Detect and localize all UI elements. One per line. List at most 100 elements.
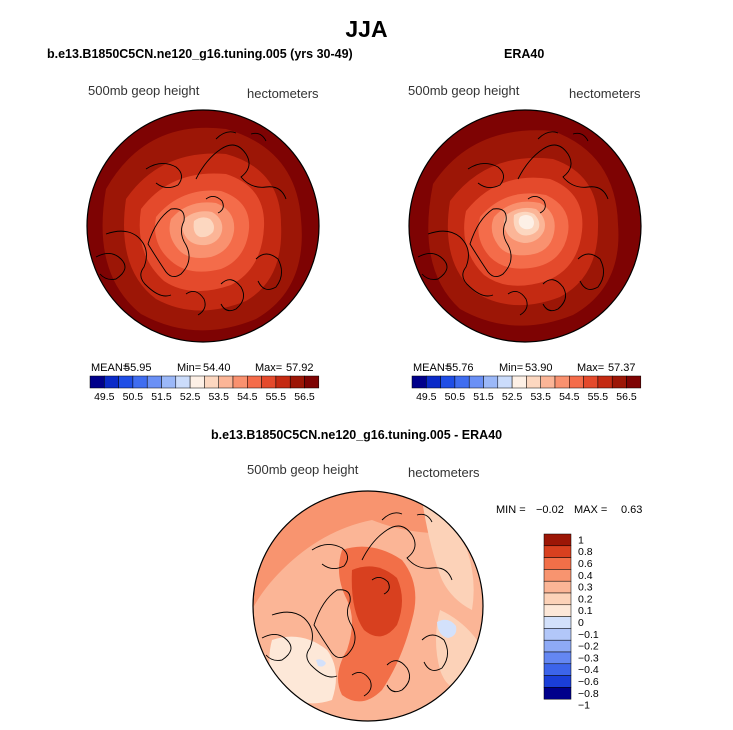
diff-colorbar-swatch-1 bbox=[543, 545, 572, 558]
colorbar-swatch-era40-1 bbox=[426, 375, 441, 389]
panel-era40-min-label: Min= bbox=[499, 362, 524, 374]
colorbar-swatch-era40-0 bbox=[411, 375, 427, 389]
colorbar-swatch-model-12 bbox=[261, 375, 277, 389]
main-title: JJA bbox=[345, 16, 388, 42]
colorbar-swatch-era40-12 bbox=[583, 375, 599, 389]
diff-panel-units-label: hectometers bbox=[408, 465, 480, 480]
colorbar-tick-label: 51.5 bbox=[151, 391, 172, 403]
coastlines bbox=[417, 131, 609, 316]
diff-colorbar-tick-label: 0.6 bbox=[578, 558, 593, 570]
colorbar-swatch-model-1 bbox=[104, 375, 119, 389]
panel-model-min-label: Min= bbox=[177, 362, 202, 374]
colorbar-swatch-era40-14 bbox=[611, 375, 627, 389]
diff-colorbar-swatch-9 bbox=[543, 639, 572, 653]
diff-colorbar-tick-label: 1 bbox=[578, 534, 584, 546]
panel-era40-mean-label: MEAN= bbox=[413, 362, 452, 374]
panel-era40-colorbar: 49.5 50.5 51.5 52.5 53.5 54.5 55.5 56.5 bbox=[411, 375, 642, 403]
colorbar-swatch-era40-15 bbox=[626, 375, 642, 389]
colorbar-tick-label: 49.5 bbox=[94, 391, 115, 403]
panel-model-mean-label: MEAN= bbox=[91, 362, 130, 374]
panel-era40-mean-value: 55.76 bbox=[446, 362, 474, 374]
colorbar-tick-label: 53.5 bbox=[530, 391, 551, 403]
colorbar-tick-label: 50.5 bbox=[123, 391, 144, 403]
colorbar-tick-label: 56.5 bbox=[616, 391, 637, 403]
colorbar-swatch-model-3 bbox=[132, 375, 148, 389]
colorbar-swatch-era40-11 bbox=[569, 375, 584, 389]
diff-colorbar-tick-label: 0.2 bbox=[578, 593, 593, 605]
colorbar-swatch-model-8 bbox=[204, 375, 219, 389]
colorbar-tick-label: 55.5 bbox=[588, 391, 609, 403]
panel-model-map bbox=[86, 109, 320, 343]
diff-colorbar-swatch-3 bbox=[543, 569, 572, 582]
colorbar-tick-label: 52.5 bbox=[180, 391, 201, 403]
diff-min-value: −0.02 bbox=[536, 504, 564, 516]
diff-colorbar-tick-label: −0.1 bbox=[578, 629, 599, 641]
panel-model-units-label: hectometers bbox=[247, 86, 319, 101]
colorbar-swatch-model-14 bbox=[289, 375, 305, 389]
diff-colorbar: 10.80.60.40.30.20.10−0.1−0.2−0.3−0.4−0.6… bbox=[543, 533, 599, 712]
colorbar-swatch-model-9 bbox=[218, 375, 234, 389]
colorbar-swatch-era40-2 bbox=[440, 375, 456, 389]
contour-band-neg-0-1-small bbox=[316, 659, 326, 667]
colorbar-tick-label: 51.5 bbox=[473, 391, 494, 403]
diff-colorbar-swatch-10 bbox=[543, 651, 572, 665]
colorbar-swatch-model-13 bbox=[275, 375, 291, 389]
contour-band-neg-0-1 bbox=[437, 619, 457, 638]
diff-panel-field-label: 500mb geop height bbox=[247, 462, 359, 477]
colorbar-tick-label: 55.5 bbox=[266, 391, 287, 403]
colorbar-swatch-model-11 bbox=[247, 375, 262, 389]
colorbar-tick-label: 49.5 bbox=[416, 391, 437, 403]
colorbar-swatch-model-4 bbox=[146, 375, 162, 389]
diff-colorbar-swatch-7 bbox=[543, 616, 572, 629]
colorbar-swatch-era40-3 bbox=[454, 375, 470, 389]
coastlines bbox=[261, 512, 453, 697]
diff-colorbar-tick-label: 0 bbox=[578, 617, 584, 629]
diff-colorbar-tick-label: −0.6 bbox=[578, 676, 599, 688]
colorbar-swatch-era40-6 bbox=[497, 375, 513, 389]
contour-band-0-1-northeast bbox=[422, 500, 474, 610]
diff-colorbar-tick-label: −0.3 bbox=[578, 652, 599, 664]
diff-colorbar-tick-label: −0.2 bbox=[578, 641, 599, 653]
contour-band-0-6 bbox=[351, 566, 402, 637]
diff-colorbar-swatch-0 bbox=[543, 533, 572, 547]
colorbar-tick-label: 54.5 bbox=[237, 391, 258, 403]
panel-era40-units-label: hectometers bbox=[569, 86, 641, 101]
panel-era40-max-label: Max= bbox=[577, 362, 605, 374]
colorbar-swatch-era40-5 bbox=[483, 375, 499, 389]
diff-colorbar-swatch-13 bbox=[543, 687, 572, 700]
panel-era40-field-label: 500mb geop height bbox=[408, 83, 520, 98]
diff-colorbar-swatch-11 bbox=[543, 663, 572, 676]
diff-panel-title: b.e13.B1850C5CN.ne120_g16.tuning.005 - E… bbox=[211, 428, 503, 442]
diff-colorbar-swatch-8 bbox=[543, 628, 572, 641]
panel-era40-min-value: 53.90 bbox=[525, 362, 553, 374]
panel-model-field-label: 500mb geop height bbox=[88, 83, 200, 98]
panel-model-max-value: 57.92 bbox=[286, 362, 314, 374]
diff-colorbar-tick-label: 0.3 bbox=[578, 582, 593, 594]
colorbar-tick-label: 50.5 bbox=[445, 391, 466, 403]
diff-max-value: 0.63 bbox=[621, 504, 643, 516]
diff-colorbar-swatch-5 bbox=[543, 592, 572, 606]
colorbar-swatch-model-10 bbox=[232, 375, 248, 389]
diff-colorbar-swatch-2 bbox=[543, 557, 572, 570]
colorbar-swatch-model-5 bbox=[161, 375, 177, 389]
colorbar-swatch-era40-8 bbox=[526, 375, 541, 389]
contour-band-52-5 bbox=[193, 217, 214, 238]
colorbar-swatch-era40-10 bbox=[554, 375, 570, 389]
colorbar-tick-label: 52.5 bbox=[502, 391, 523, 403]
colorbar-swatch-era40-7 bbox=[511, 375, 527, 389]
map-boundary bbox=[252, 490, 484, 722]
panel-model-min-value: 54.40 bbox=[203, 362, 231, 374]
panel-model-max-label: Max= bbox=[255, 362, 283, 374]
panel-model-title: b.e13.B1850C5CN.ne120_g16.tuning.005 (yr… bbox=[47, 47, 353, 61]
colorbar-swatch-era40-13 bbox=[597, 375, 613, 389]
colorbar-swatch-model-7 bbox=[189, 375, 205, 389]
panel-era40-title: ERA40 bbox=[504, 47, 545, 61]
map-boundary bbox=[86, 109, 320, 343]
diff-colorbar-tick-label: −1 bbox=[578, 700, 590, 712]
colorbar-swatch-model-0 bbox=[89, 375, 105, 389]
diff-max-label: MAX = bbox=[574, 504, 608, 516]
coastlines bbox=[95, 131, 287, 316]
colorbar-swatch-model-2 bbox=[118, 375, 134, 389]
diff-colorbar-swatch-4 bbox=[543, 580, 572, 594]
diff-panel-map bbox=[252, 490, 484, 722]
